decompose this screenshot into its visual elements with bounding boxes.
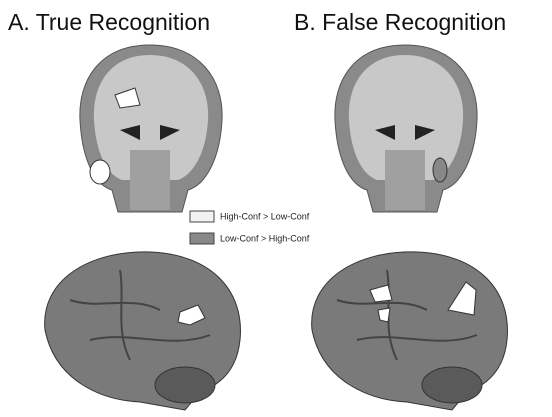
legend-swatch — [189, 210, 215, 223]
legend-swatch — [189, 232, 215, 245]
lateral-brain — [311, 251, 508, 411]
legend-label: Low-Conf > High-Conf — [220, 233, 310, 243]
legend-label: High-Conf > Low-Conf — [220, 211, 310, 221]
panel-title: A. True Recognition — [8, 9, 210, 35]
panel-title: B. False Recognition — [294, 9, 506, 35]
lateral-brain — [44, 251, 241, 411]
coronal-slice — [79, 44, 223, 213]
coronal-slice — [334, 44, 478, 213]
